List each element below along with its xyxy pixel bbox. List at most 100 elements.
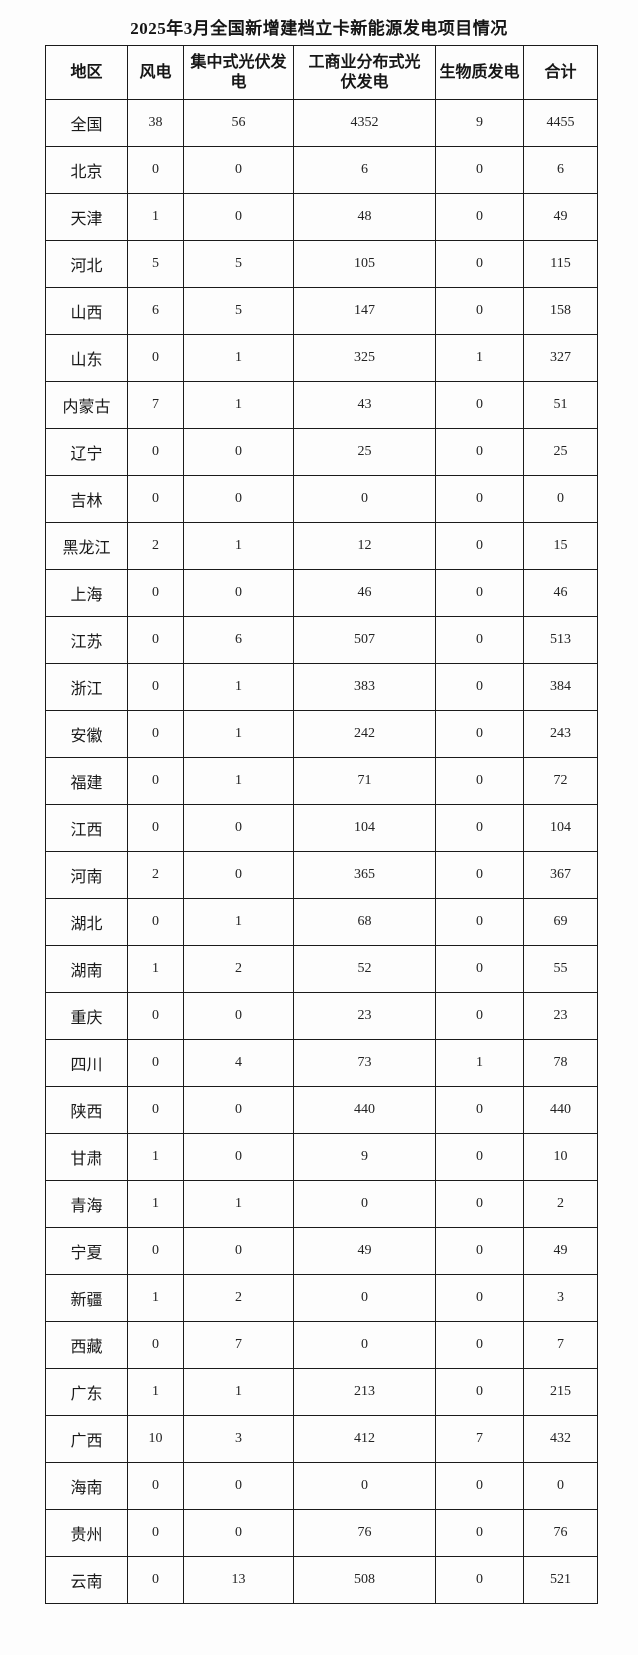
table-row: 江西 0 0 104 0 104: [45, 804, 598, 852]
value-cell: 2: [127, 851, 184, 899]
table-row: 青海 1 1 0 0 2: [45, 1180, 598, 1228]
value-cell: 0: [435, 710, 524, 758]
value-cell: 0: [435, 1133, 524, 1181]
value-cell: 0: [523, 475, 598, 523]
value-cell: 412: [293, 1415, 436, 1463]
value-cell: 1: [183, 522, 294, 570]
value-cell: 9: [293, 1133, 436, 1181]
value-cell: 0: [127, 1509, 184, 1557]
region-cell: 重庆: [45, 992, 128, 1040]
value-cell: 0: [435, 193, 524, 241]
value-cell: 72: [523, 757, 598, 805]
region-cell: 天津: [45, 193, 128, 241]
value-cell: 0: [127, 1321, 184, 1369]
value-cell: 0: [183, 804, 294, 852]
value-cell: 1: [127, 945, 184, 993]
table-row: 云南 0 13 508 0 521: [45, 1556, 598, 1604]
region-cell: 上海: [45, 569, 128, 617]
table-row: 海南 0 0 0 0 0: [45, 1462, 598, 1510]
value-cell: 105: [293, 240, 436, 288]
value-cell: 55: [523, 945, 598, 993]
value-cell: 0: [127, 898, 184, 946]
new-energy-projects-table: 地区 风电 集中式光伏发 电 工商业分布式光 伏发电 生物质发电 合计 全国 38…: [45, 45, 598, 1604]
value-cell: 0: [293, 1180, 436, 1228]
value-cell: 0: [435, 146, 524, 194]
value-cell: 71: [293, 757, 436, 805]
value-cell: 0: [435, 804, 524, 852]
value-cell: 1: [127, 1180, 184, 1228]
value-cell: 440: [523, 1086, 598, 1134]
region-cell: 新疆: [45, 1274, 128, 1322]
value-cell: 4352: [293, 99, 436, 147]
region-cell: 福建: [45, 757, 128, 805]
value-cell: 0: [127, 569, 184, 617]
value-cell: 9: [435, 99, 524, 147]
value-cell: 0: [127, 1556, 184, 1604]
value-cell: 0: [127, 616, 184, 664]
value-cell: 0: [127, 1462, 184, 1510]
region-cell: 吉林: [45, 475, 128, 523]
value-cell: 0: [523, 1462, 598, 1510]
table-row: 新疆 1 2 0 0 3: [45, 1274, 598, 1322]
value-cell: 115: [523, 240, 598, 288]
value-cell: 383: [293, 663, 436, 711]
value-cell: 1: [435, 1039, 524, 1087]
value-cell: 0: [435, 1462, 524, 1510]
value-cell: 508: [293, 1556, 436, 1604]
value-cell: 0: [127, 1086, 184, 1134]
table-row: 内蒙古 7 1 43 0 51: [45, 381, 598, 429]
value-cell: 1: [183, 381, 294, 429]
value-cell: 0: [435, 851, 524, 899]
value-cell: 49: [523, 1227, 598, 1275]
value-cell: 5: [183, 240, 294, 288]
value-cell: 0: [435, 1321, 524, 1369]
value-cell: 15: [523, 522, 598, 570]
value-cell: 0: [127, 334, 184, 382]
value-cell: 0: [183, 1227, 294, 1275]
table-row: 北京 0 0 6 0 6: [45, 146, 598, 194]
region-cell: 陕西: [45, 1086, 128, 1134]
value-cell: 1: [183, 898, 294, 946]
value-cell: 68: [293, 898, 436, 946]
value-cell: 242: [293, 710, 436, 758]
region-cell: 广西: [45, 1415, 128, 1463]
value-cell: 46: [293, 569, 436, 617]
value-cell: 0: [435, 663, 524, 711]
value-cell: 0: [183, 1133, 294, 1181]
value-cell: 0: [435, 757, 524, 805]
region-cell: 贵州: [45, 1509, 128, 1557]
value-cell: 104: [293, 804, 436, 852]
table-row: 天津 1 0 48 0 49: [45, 193, 598, 241]
value-cell: 56: [183, 99, 294, 147]
value-cell: 78: [523, 1039, 598, 1087]
value-cell: 0: [435, 616, 524, 664]
value-cell: 0: [435, 1368, 524, 1416]
value-cell: 1: [127, 1274, 184, 1322]
value-cell: 0: [293, 1462, 436, 1510]
table-row: 贵州 0 0 76 0 76: [45, 1509, 598, 1557]
value-cell: 6: [523, 146, 598, 194]
region-cell: 黑龙江: [45, 522, 128, 570]
value-cell: 0: [127, 475, 184, 523]
table-row: 陕西 0 0 440 0 440: [45, 1086, 598, 1134]
value-cell: 25: [293, 428, 436, 476]
region-cell: 内蒙古: [45, 381, 128, 429]
table-row: 重庆 0 0 23 0 23: [45, 992, 598, 1040]
value-cell: 51: [523, 381, 598, 429]
value-cell: 1: [183, 757, 294, 805]
value-cell: 49: [523, 193, 598, 241]
value-cell: 6: [293, 146, 436, 194]
column-header-total: 合计: [523, 45, 598, 100]
region-cell: 宁夏: [45, 1227, 128, 1275]
value-cell: 13: [183, 1556, 294, 1604]
table-row: 黑龙江 2 1 12 0 15: [45, 522, 598, 570]
value-cell: 69: [523, 898, 598, 946]
value-cell: 0: [183, 428, 294, 476]
region-cell: 江苏: [45, 616, 128, 664]
value-cell: 5: [183, 287, 294, 335]
value-cell: 7: [435, 1415, 524, 1463]
region-cell: 河南: [45, 851, 128, 899]
value-cell: 1: [127, 1368, 184, 1416]
value-cell: 23: [523, 992, 598, 1040]
